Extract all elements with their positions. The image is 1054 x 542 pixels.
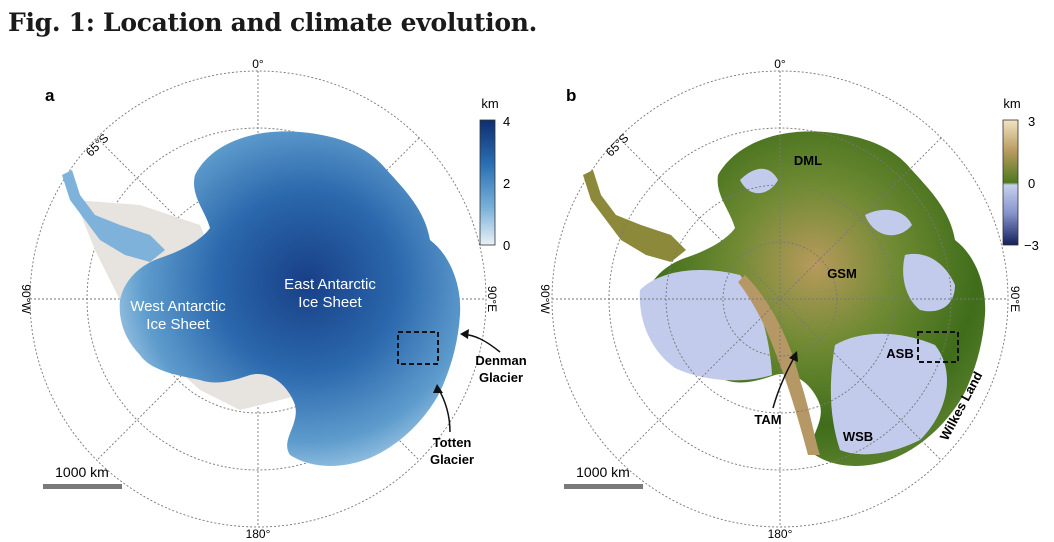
panel-a-colorbar [479, 119, 496, 246]
panel-a-label-90w: 90°W [19, 284, 33, 314]
figure-title: Fig. 1: Location and climate evolution. [8, 8, 537, 37]
panel-a-label-180deg: 180° [246, 527, 271, 541]
panel-b-label-65s: 65°S [603, 131, 631, 159]
panel-a-label-65s: 65°S [83, 131, 111, 159]
panel-a-scalebar [43, 484, 122, 489]
panel-b-colorbar-unit: km [1003, 96, 1020, 111]
panel-b-colorbar-tick-neg3: −3 [1024, 238, 1039, 253]
panel-b-tam-label: TAM [754, 412, 781, 427]
panel-a-east-label-1: East Antarctic [284, 276, 376, 293]
panel-b-label-180deg: 180° [768, 527, 793, 541]
panel-a-denman-label-2: Glacier [479, 370, 523, 385]
panel-a-totten-label-1: Totten [433, 435, 472, 450]
panel-b-wsb-label: WSB [843, 429, 873, 444]
panel-b-east-basin [903, 253, 955, 312]
panel-b-graticule [551, 70, 1009, 528]
panel-b: b DML GSM ASB TAM WSB Wilkes Land [538, 57, 1039, 541]
panel-a-totten-arrowhead [433, 384, 443, 393]
panel-b-north-basin [740, 168, 778, 194]
panel-b-label-90w: 90°W [538, 284, 552, 314]
panel-b-dml-label: DML [794, 153, 822, 168]
panel-a-scalebar-label: 1000 km [55, 464, 109, 480]
panel-b-wilkes-basin [830, 333, 947, 455]
panel-b-peninsula [583, 170, 686, 262]
panel-b-west-basin [639, 270, 772, 381]
panel-b-label: b [566, 86, 576, 105]
panel-b-scalebar-label: 1000 km [576, 464, 630, 480]
panel-b-gsm-label: GSM [827, 266, 857, 281]
panel-b-asb-label: ASB [886, 346, 913, 361]
panel-b-colorbar [1002, 119, 1019, 246]
panel-a-study-box [397, 331, 439, 365]
panel-a-totten-label-2: Glacier [430, 452, 474, 467]
panel-a-denman-label-1: Denman [475, 353, 526, 368]
panel-b-tam-ridge [738, 275, 820, 455]
panel-a-colorbar-unit: km [481, 96, 498, 111]
panel-b-colorbar-tick-0: 0 [1028, 176, 1035, 191]
panel-a-label: a [45, 86, 55, 105]
panel-a-east-label-2: Ice Sheet [298, 294, 362, 311]
panel-a-west-label-1: West Antarctic [130, 298, 226, 315]
panel-b-tam-arrowhead [789, 351, 798, 362]
panel-a-colorbar-tick-2: 2 [503, 176, 510, 191]
panel-b-label-90e: 90°E [1008, 286, 1022, 312]
panel-a-west-label-2: Ice Sheet [146, 316, 210, 333]
panel-b-scalebar [564, 484, 643, 489]
panel-a: a West Antarctic Ice Sheet East Antarcti… [19, 57, 527, 541]
panel-b-colorbar-tick-3: 3 [1028, 114, 1035, 129]
panel-b-study-box [917, 331, 959, 363]
panel-a-ice-sheet [119, 131, 461, 466]
panel-a-colorbar-tick-0: 0 [503, 238, 510, 253]
panel-a-label-90e: 90°E [485, 286, 499, 312]
panel-b-tam-arrow [772, 355, 796, 409]
panel-a-denman-arrowhead [460, 329, 469, 339]
panel-b-central-basin [865, 209, 912, 236]
panel-a-peninsula [62, 170, 165, 262]
panel-a-colorbar-tick-4: 4 [503, 114, 510, 129]
panel-b-label-0deg: 0° [774, 57, 786, 71]
panel-a-label-0deg: 0° [252, 57, 264, 71]
